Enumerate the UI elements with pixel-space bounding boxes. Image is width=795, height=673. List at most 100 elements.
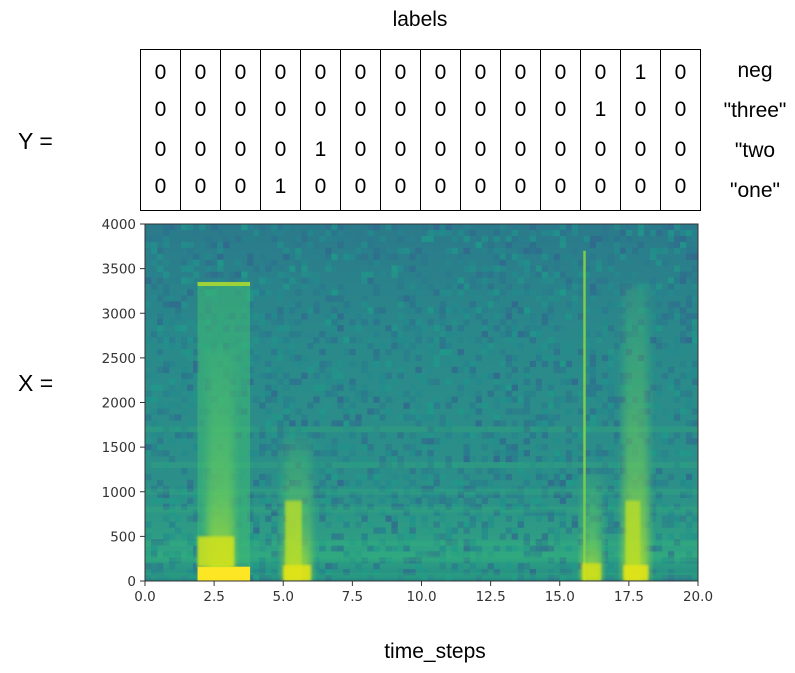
spectrogram-noise-cell	[481, 271, 488, 278]
spectrogram-noise-cell	[565, 450, 573, 457]
spectrogram-noise-cell	[619, 462, 627, 469]
spectrogram-noise-cell	[427, 408, 434, 415]
label-cell: 1	[260, 170, 301, 211]
spectrogram-noise-cell	[637, 241, 645, 249]
spectrogram-noise-cell	[505, 253, 512, 260]
spectrogram-noise-cell	[529, 331, 537, 338]
label-cell: 0	[500, 130, 541, 170]
spectrogram-noise-cell	[367, 503, 374, 510]
spectrogram-noise-cell	[145, 444, 152, 451]
spectrogram-noise-cell	[655, 533, 663, 540]
spectrogram-noise-cell	[589, 289, 597, 296]
spectrogram-noise-cell	[529, 224, 537, 231]
spectrogram-noise-cell	[163, 533, 170, 540]
spectrogram-noise-cell	[655, 343, 663, 350]
spectrogram-noise-cell	[169, 426, 176, 433]
spectrogram-noise-cell	[619, 283, 627, 290]
spectrogram-noise-cell	[547, 509, 555, 516]
spectrogram-noise-cell	[319, 515, 326, 522]
spectrogram-noise-cell	[151, 259, 158, 266]
spectrogram-noise-cell	[619, 372, 627, 379]
spectrogram-noise-cell	[427, 497, 434, 504]
spectrogram-noise-cell	[619, 515, 627, 522]
spectrogram-noise-cell	[247, 301, 254, 308]
spectrogram-noise-cell	[541, 265, 549, 272]
spectrogram-noise-cell	[325, 450, 332, 457]
spectrogram-noise-cell	[595, 444, 603, 451]
spectrogram-noise-cell	[469, 372, 476, 379]
spectrogram-noise-cell	[355, 551, 362, 558]
spectrogram-noise-cell	[295, 265, 302, 272]
spectrogram-noise-cell	[535, 348, 543, 356]
spectrogram-noise-cell	[589, 414, 597, 421]
spectrogram-noise-cell	[601, 372, 609, 379]
spectrogram-noise-cell	[571, 563, 579, 570]
spectrogram-noise-cell	[337, 295, 344, 302]
spectrogram-noise-cell	[187, 348, 194, 356]
spectrogram-noise-cell	[679, 533, 687, 540]
spectrogram-harmonic-band	[145, 555, 698, 562]
spectrogram-noise-cell	[505, 450, 512, 457]
spectrogram-noise-cell	[313, 229, 320, 237]
spectrogram-noise-cell	[613, 289, 621, 296]
spectrogram-noise-cell	[457, 307, 464, 314]
spectrogram-noise-cell	[391, 265, 398, 272]
spectrogram-noise-cell	[505, 241, 512, 249]
spectrogram-noise-cell	[577, 366, 585, 374]
spectrogram-noise-cell	[445, 503, 452, 510]
spectrogram-noise-cell	[151, 569, 158, 576]
spectrogram-noise-cell	[691, 557, 698, 564]
spectrogram-noise-cell	[409, 569, 416, 576]
spectrogram-noise-cell	[409, 527, 416, 534]
spectrogram-noise-cell	[313, 289, 320, 296]
spectrogram-noise-cell	[169, 319, 176, 326]
spectrogram-noise-cell	[451, 354, 458, 362]
spectrogram-noise-cell	[349, 337, 356, 344]
spectrogram-noise-cell	[553, 456, 561, 463]
spectrogram-noise-cell	[403, 539, 410, 546]
spectrogram-noise-cell	[385, 348, 392, 356]
spectrogram-noise-cell	[367, 343, 374, 350]
spectrogram-noise-cell	[481, 533, 488, 540]
spectrogram-noise-cell	[217, 265, 224, 272]
spectrogram-noise-cell	[433, 479, 440, 487]
spectrogram-noise-cell	[511, 343, 518, 350]
spectrogram-noise-cell	[649, 253, 657, 260]
spectrogram-noise-cell	[193, 444, 200, 451]
spectrogram-noise-cell	[331, 265, 338, 272]
spectrogram-noise-cell	[331, 235, 338, 243]
spectrogram-noise-cell	[349, 402, 356, 409]
spectrogram-noise-cell	[607, 569, 615, 576]
spectrogram-noise-cell	[163, 450, 170, 457]
spectrogram-noise-cell	[607, 515, 615, 522]
spectrogram-noise-cell	[571, 224, 579, 231]
spectrogram-noise-cell	[415, 438, 422, 445]
spectrogram-noise-cell	[169, 414, 176, 421]
spectrogram-noise-cell	[337, 378, 344, 385]
spectrogram-noise-cell	[493, 325, 500, 332]
spectrogram-noise-cell	[163, 539, 170, 546]
spectrogram-noise-cell	[157, 569, 164, 576]
spectrogram-noise-cell	[367, 575, 374, 581]
spectrogram-noise-cell	[517, 289, 524, 296]
spectrogram-noise-cell	[469, 521, 476, 528]
spectrogram-noise-cell	[661, 224, 669, 231]
label-cell: 0	[140, 90, 181, 130]
spectrogram-noise-cell	[691, 372, 698, 379]
spectrogram-noise-cell	[181, 575, 188, 581]
spectrogram-noise-cell	[589, 295, 597, 302]
spectrogram-noise-cell	[463, 366, 470, 374]
spectrogram-noise-cell	[523, 247, 530, 255]
spectrogram-noise-cell	[271, 414, 278, 421]
spectrogram-noise-cell	[457, 325, 464, 332]
spectrogram-noise-cell	[247, 491, 254, 498]
spectrogram-noise-cell	[463, 319, 470, 326]
spectrogram-noise-cell	[277, 432, 284, 439]
spectrogram-noise-cell	[559, 485, 567, 493]
spectrogram-noise-cell	[463, 283, 470, 290]
spectrogram-noise-cell	[577, 390, 585, 397]
spectrogram-noise-cell	[523, 283, 530, 290]
spectrogram-noise-cell	[271, 259, 278, 266]
spectrogram-noise-cell	[259, 331, 266, 338]
spectrogram-noise-cell	[319, 366, 326, 374]
